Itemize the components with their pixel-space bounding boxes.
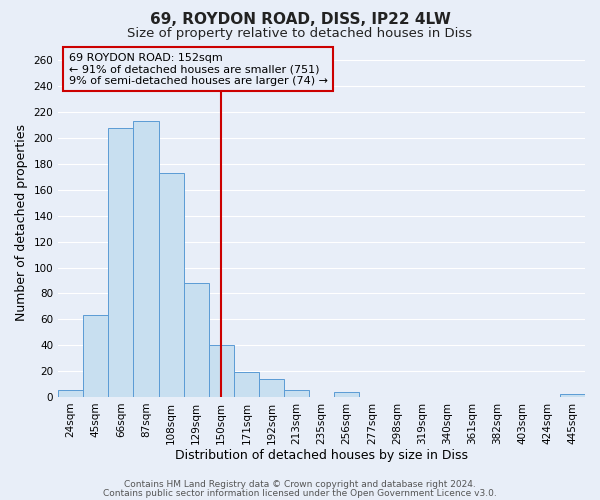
- Bar: [83, 316, 109, 397]
- Text: 69 ROYDON ROAD: 152sqm
← 91% of detached houses are smaller (751)
9% of semi-det: 69 ROYDON ROAD: 152sqm ← 91% of detached…: [69, 52, 328, 86]
- Y-axis label: Number of detached properties: Number of detached properties: [15, 124, 28, 320]
- Text: 69, ROYDON ROAD, DISS, IP22 4LW: 69, ROYDON ROAD, DISS, IP22 4LW: [149, 12, 451, 28]
- Bar: [58, 390, 83, 397]
- Bar: [334, 392, 359, 397]
- Bar: [158, 173, 184, 397]
- Bar: [234, 372, 259, 397]
- Bar: [184, 283, 209, 397]
- X-axis label: Distribution of detached houses by size in Diss: Distribution of detached houses by size …: [175, 450, 468, 462]
- Bar: [284, 390, 309, 397]
- Text: Contains public sector information licensed under the Open Government Licence v3: Contains public sector information licen…: [103, 488, 497, 498]
- Text: Size of property relative to detached houses in Diss: Size of property relative to detached ho…: [127, 28, 473, 40]
- Bar: [209, 345, 234, 397]
- Bar: [109, 128, 133, 397]
- Bar: [259, 379, 284, 397]
- Bar: [133, 122, 158, 397]
- Bar: [560, 394, 585, 397]
- Text: Contains HM Land Registry data © Crown copyright and database right 2024.: Contains HM Land Registry data © Crown c…: [124, 480, 476, 489]
